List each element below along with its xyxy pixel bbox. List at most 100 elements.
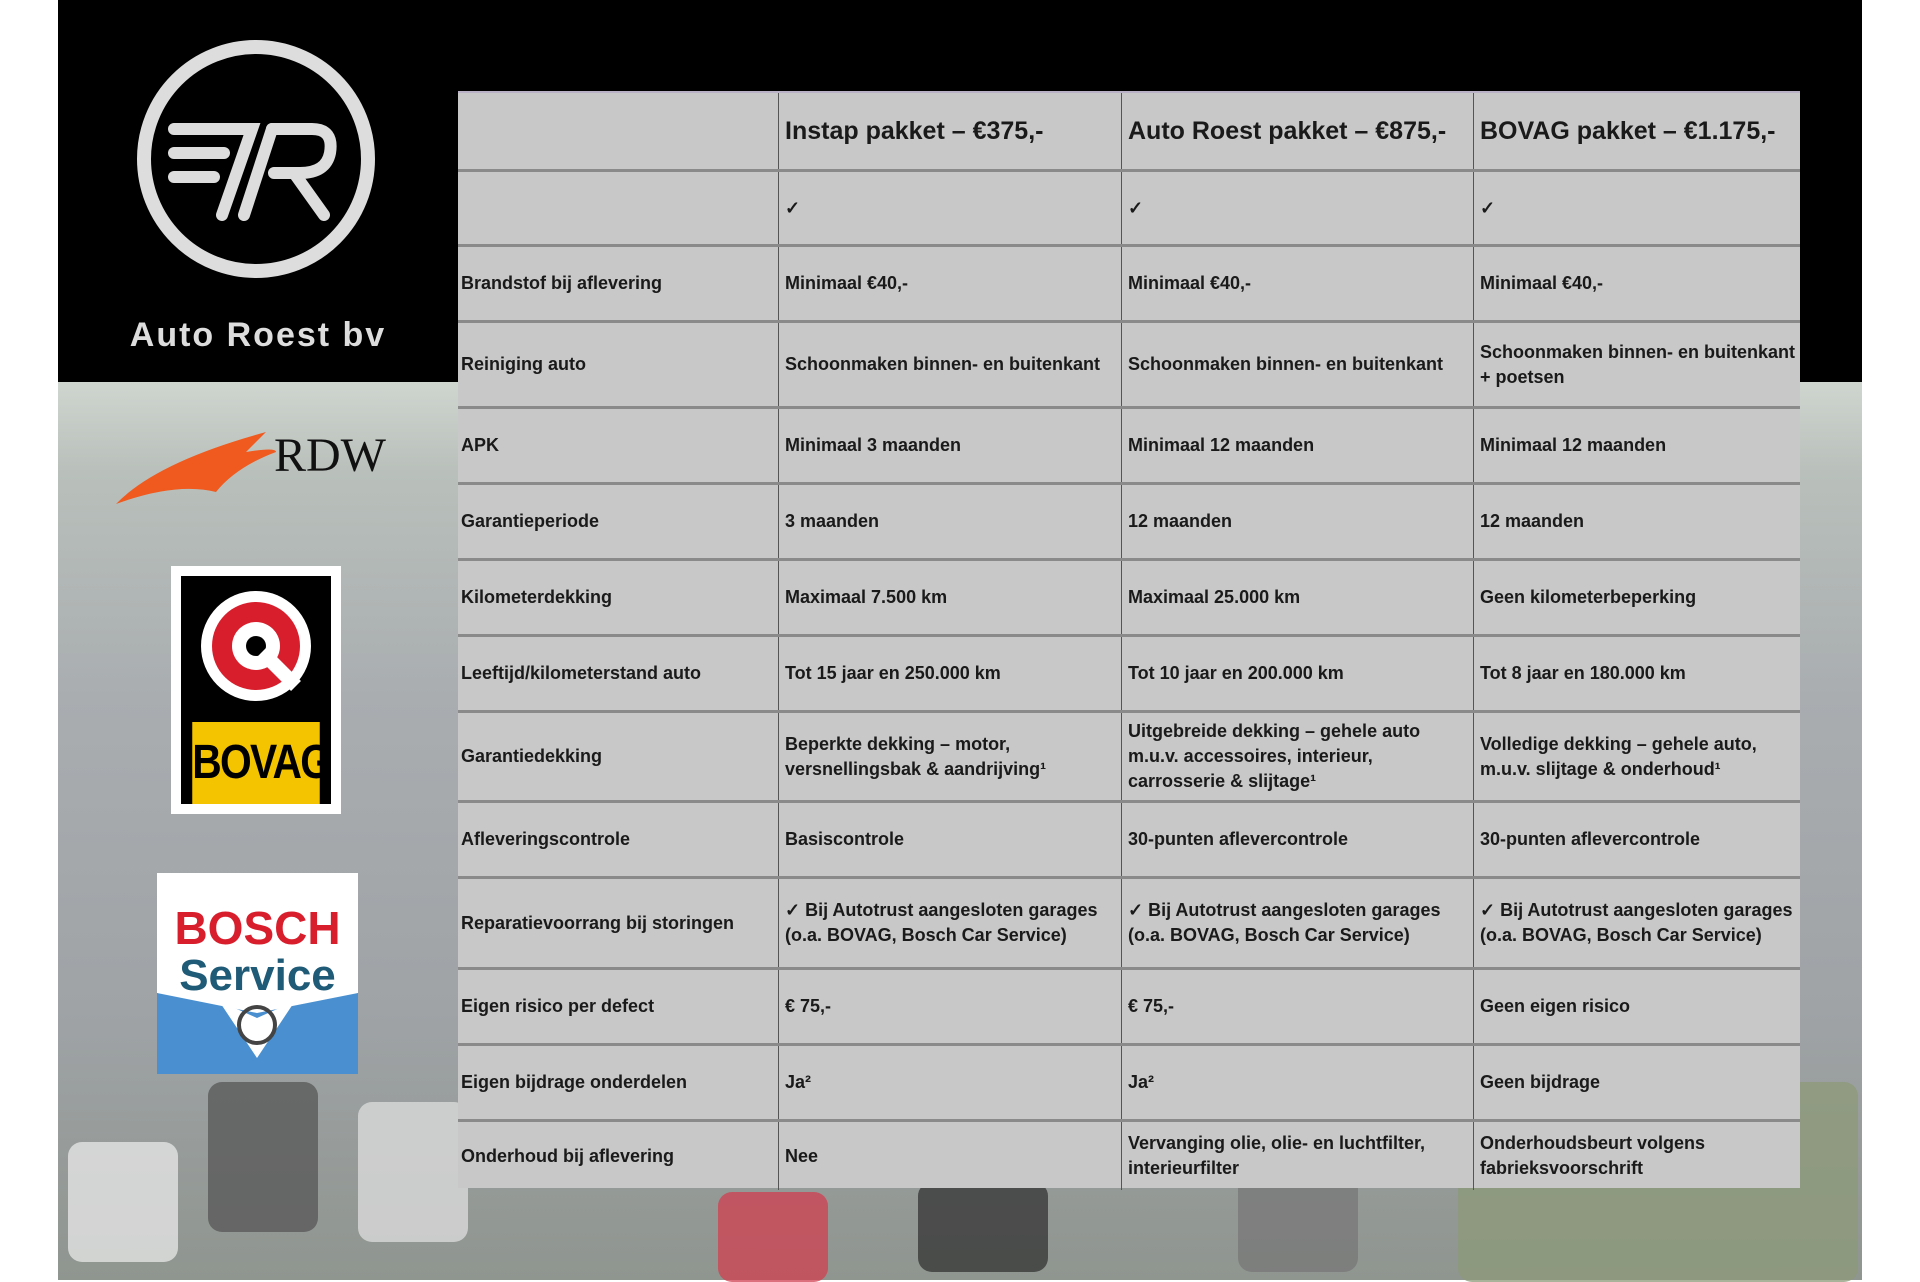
auto-roest-logo-icon [137,40,375,278]
cell-text: Onderhoud bij aflevering [461,1145,675,1166]
table-row: Garantieperiode 3 maanden 12 maanden 12 maa… [458,482,1800,558]
table-cell: Geen eigen risico [1473,970,1800,1043]
cell-text: Maximaal 25.000 km [1128,587,1301,607]
cell-text: Schoonmaken binnen- en buitenkant [1128,354,1444,374]
bosch-logo-text: BOSCH [174,902,341,954]
cell-text: Vervanging olie, olie- en luchtfilter, i… [1128,1133,1426,1178]
cell-text: Basiscontrole [785,829,905,849]
service-logo-text: Service [179,951,336,1000]
table-cell: 30-punten aflevercontrole [1121,803,1473,876]
table-row: Brandstof bij aflevering Minimaal €40,- Mi… [458,244,1800,320]
cell-text: Eigen risico per defect [461,996,655,1016]
table-row: Afleveringscontrole Basiscontrole 30-punte… [458,800,1800,876]
cell-text: Afleveringscontrole [461,829,631,849]
table-cell: ✓ Bij Autotrust aangesloten garages (o.a… [1473,879,1800,967]
table-cell: Geen bijdrage [1473,1046,1800,1119]
bovag-logo-text: BOVAG [192,722,332,804]
cell-text: Brandstof bij aflevering [461,273,663,293]
column-header: Auto Roest pakket – €875,- [1121,93,1473,169]
table-cell: Minimaal €40,- [778,247,1121,320]
cell-text: Beperkte dekking – motor, versnellingsba… [785,733,1047,779]
row-label [458,172,778,244]
table-cell: € 75,- [778,970,1121,1043]
table-row: Eigen risico per defect € 75,- € 75,- Geen … [458,967,1800,1043]
cell-text: € 75,- [785,996,832,1016]
cell-text: 3 maanden [785,511,880,531]
table-cell: Ja² [1121,1046,1473,1119]
cell-text: Instap pakket – €375,- [785,116,1044,145]
cell-text: Nee [785,1145,819,1166]
row-label: Eigen bijdrage onderdelen [458,1046,778,1119]
cell-text: Schoonmaken binnen- en buitenkant + poet… [1480,341,1796,387]
table-cell: ✓ Bij Autotrust aangesloten garages (o.a… [778,879,1121,967]
table-cell: Minimaal 12 maanden [1121,409,1473,482]
cell-text: Minimaal €40,- [1480,273,1604,293]
cell-text: ✓ Bij Autotrust aangesloten garages (o.a… [1128,900,1441,945]
cell-text: Reparatievoorrang bij storingen [461,912,735,933]
row-label: Afleveringscontrole [458,803,778,876]
table-cell: ✓ [1121,172,1473,244]
cell-text: 30-punten aflevercontrole [1480,829,1701,849]
table-cell: Nee [778,1122,1121,1190]
table-row: Leeftijd/kilometerstand auto Tot 15 jaar … [458,634,1800,710]
table-row: Eigen bijdrage onderdelen Ja² Ja² Geen bijd… [458,1043,1800,1119]
table-cell: 3 maanden [778,485,1121,558]
table-row: ✓ ✓ ✓ [458,169,1800,244]
cell-text: Tot 10 jaar en 200.000 km [1128,663,1344,683]
table-cell: Tot 15 jaar en 250.000 km [778,637,1121,710]
cell-text: Minimaal 12 maanden [1128,435,1315,455]
row-label: Kilometerdekking [458,561,778,634]
cell-text: ✓ [1128,197,1144,218]
table-cell: 30-punten aflevercontrole [1473,803,1800,876]
row-label: Leeftijd/kilometerstand auto [458,637,778,710]
cell-text: APK [461,435,500,455]
row-label: Reparatievoorrang bij storingen [458,879,778,967]
table-cell: € 75,- [1121,970,1473,1043]
table-cell: Uitgebreide dekking – gehele auto m.u.v.… [1121,713,1473,800]
row-label: Eigen risico per defect [458,970,778,1043]
cell-text: Kilometerdekking [461,587,613,607]
cell-text: Uitgebreide dekking – gehele auto m.u.v.… [1128,721,1421,791]
table-cell: Tot 10 jaar en 200.000 km [1121,637,1473,710]
table-cell: Basiscontrole [778,803,1121,876]
table-cell: Vervanging olie, olie- en luchtfilter, i… [1121,1122,1473,1190]
table-cell: ✓ [778,172,1121,244]
table-cell: Schoonmaken binnen- en buitenkant [778,323,1121,406]
table-row: Reparatievoorrang bij storingen ✓ Bij Aut… [458,876,1800,967]
table-row: Kilometerdekking Maximaal 7.500 km Maximaa… [458,558,1800,634]
table-cell: Minimaal 12 maanden [1473,409,1800,482]
table-cell: Schoonmaken binnen- en buitenkant + poet… [1473,323,1800,406]
cell-text: Minimaal 3 maanden [785,435,962,455]
cell-text: Tot 8 jaar en 180.000 km [1480,663,1686,683]
row-label: Brandstof bij aflevering [458,247,778,320]
column-header [458,93,778,169]
cell-text: 12 maanden [1480,511,1585,531]
bosch-shield-icon [157,993,358,1074]
table-cell: Maximaal 7.500 km [778,561,1121,634]
cell-text: Ja² [1128,1072,1155,1092]
cell-text: Ja² [785,1072,812,1092]
table-header-row: Instap pakket – €375,- Auto Roest pakket … [458,93,1800,169]
cell-text: ✓ [1480,197,1496,218]
cell-text: BOVAG pakket – €1.175,- [1480,116,1776,145]
table-cell: ✓ Bij Autotrust aangesloten garages (o.a… [1121,879,1473,967]
table-cell: Geen kilometerbeperking [1473,561,1800,634]
cell-text: Garantiedekking [461,746,603,766]
table-cell: ✓ [1473,172,1800,244]
cell-text: Minimaal €40,- [785,273,909,293]
cell-text: ✓ Bij Autotrust aangesloten garages (o.a… [785,900,1098,945]
brand-name: Auto Roest bv [129,316,387,354]
row-label: Onderhoud bij aflevering [458,1122,778,1190]
cell-text: € 75,- [1128,996,1175,1016]
table-cell: Volledige dekking – gehele auto, m.u.v. … [1473,713,1800,800]
cell-text: Eigen bijdrage onderdelen [461,1072,688,1092]
bovag-logo: BOVAG [171,566,341,814]
rdw-logo-icon [116,432,276,504]
cell-text: Minimaal 12 maanden [1480,435,1667,455]
table-row: APK Minimaal 3 maanden Minimaal 12 maanden… [458,406,1800,482]
cell-text: Leeftijd/kilometerstand auto [461,663,702,683]
bovag-emblem-icon [201,591,311,701]
bosch-service-logo: BOSCH Service [157,873,358,1074]
cell-text: 12 maanden [1128,511,1233,531]
table-cell: Minimaal €40,- [1473,247,1800,320]
